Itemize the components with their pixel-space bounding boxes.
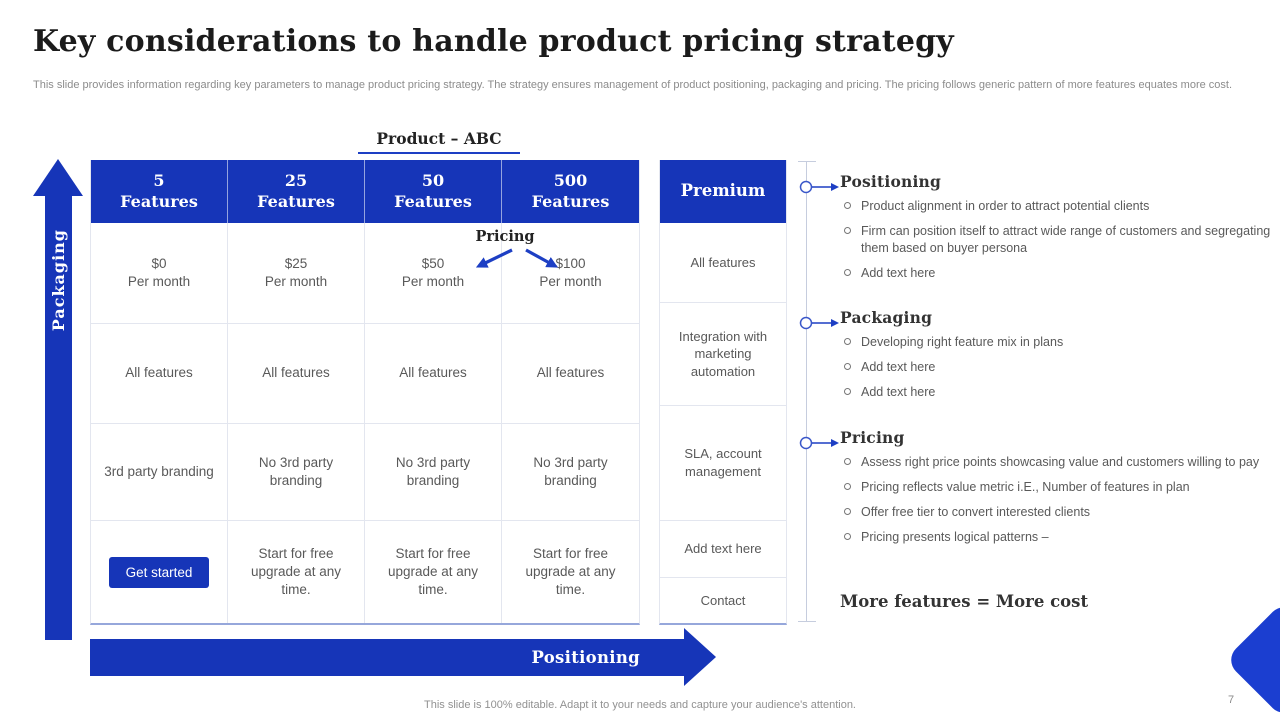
plan-column-header: 25 Features [228,160,365,223]
price-cell: $0 Per month [91,223,228,324]
plan-column-header: 5 Features [91,160,228,223]
page-number: 7 [1228,694,1235,706]
section-packaging: Packaging Developing right feature mix i… [840,308,1278,409]
bullet-item: Add text here [840,265,1278,282]
bullet-item: Offer free tier to convert interested cl… [840,504,1278,521]
plan-column-header: 50 Features [365,160,502,223]
bullet-list: Assess right price points showcasing val… [840,454,1278,546]
packaging-arrow-up-icon [33,159,83,196]
connector-arrow-icon [799,316,839,330]
plan-column-header: 500 Features [502,160,639,223]
features-cell: All features [228,324,365,424]
packaging-arrow-shaft [45,196,72,640]
slide-description: This slide provides information regardin… [33,79,1233,91]
features-cell: All features [365,324,502,424]
bullet-item: Firm can position itself to attract wide… [840,223,1278,257]
get-started-button[interactable]: Get started [108,556,210,588]
premium-row: Add text here [660,521,786,578]
premium-row: All features [660,223,786,303]
section-pricing: Pricing Assess right price points showca… [840,428,1278,554]
branding-cell: No 3rd party branding [228,424,365,521]
branding-cell: No 3rd party branding [365,424,502,521]
footer-note: This slide is 100% editable. Adapt it to… [424,699,856,711]
cta-cell: Start for free upgrade at any time. [525,545,616,598]
bullet-item: Add text here [840,384,1278,401]
bracket-line [798,161,816,622]
bullet-list: Product alignment in order to attract po… [840,198,1278,282]
bullet-item: Pricing presents logical patterns – [840,529,1278,546]
premium-table: Premium All features Integration with ma… [659,160,787,625]
product-label: Product – ABC [358,129,520,154]
price-cell: $50 Per month [365,223,502,324]
section-heading: Packaging [840,308,933,327]
premium-row: Contact [700,592,746,608]
positioning-axis-label: Positioning [531,648,640,667]
section-heading: Positioning [840,172,942,191]
cta-cell: Start for free upgrade at any time. [228,521,365,623]
cta-cell: Get started [91,521,228,623]
price-cell: $25 Per month [228,223,365,324]
cta-cell: Start for free upgrade at any time. [365,521,502,623]
packaging-axis-label-wrap: Packaging [45,205,72,355]
packaging-axis-label: Packaging [49,228,68,332]
connector-arrow-icon [799,180,839,194]
premium-row: SLA, account management [660,406,786,521]
premium-row: Integration with marketing automation [660,303,786,406]
pricing-callout-label: Pricing [475,228,535,245]
section-heading: Pricing [840,428,905,447]
bullet-item: Assess right price points showcasing val… [840,454,1278,471]
positioning-arrow-right-icon [684,628,716,686]
bullet-list: Developing right feature mix in plans Ad… [840,334,1278,401]
bullet-item: Developing right feature mix in plans [840,334,1278,351]
bullet-item: Pricing reflects value metric i.E., Numb… [840,479,1278,496]
connector-arrow-icon [799,436,839,450]
branding-cell: 3rd party branding [91,424,228,521]
section-positioning: Positioning Product alignment in order t… [840,172,1278,290]
plan-table: 5 Features 25 Features 50 Features 500 F… [90,160,640,625]
positioning-arrow-shaft: Positioning [90,639,684,676]
pricing-callout-arrows-icon [475,248,559,268]
page-title: Key considerations to handle product pri… [33,24,954,59]
bullet-item: Add text here [840,359,1278,376]
bullet-item: Product alignment in order to attract po… [840,198,1278,215]
premium-header: Premium [660,160,786,223]
conclusion-text: More features = More cost [840,592,1089,611]
price-cell: $100 Per month [502,223,639,324]
features-cell: All features [91,324,228,424]
features-cell: All features [502,324,639,424]
branding-cell: No 3rd party branding [502,424,639,521]
